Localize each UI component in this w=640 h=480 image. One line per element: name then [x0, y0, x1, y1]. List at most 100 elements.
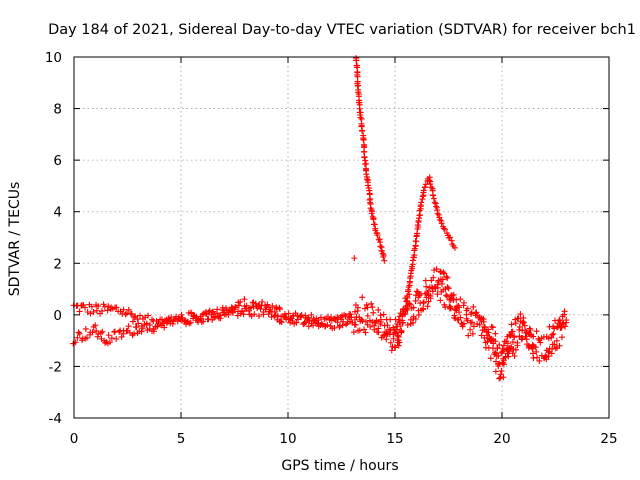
- data-point-lower-trace: [277, 318, 284, 325]
- data-point-upper-trace: [235, 302, 242, 309]
- data-point-lower-trace: [188, 309, 195, 316]
- data-point-lower-trace: [260, 311, 267, 318]
- data-point-upper-trace: [285, 310, 292, 317]
- data-point-upper-trace: [508, 321, 515, 328]
- data-point-rising-branch: [421, 184, 428, 191]
- data-point-upper-trace: [271, 308, 278, 315]
- data-point-upper-trace: [498, 367, 505, 374]
- data-point-lower-trace: [166, 318, 173, 325]
- data-point-lower-trace: [219, 304, 226, 311]
- data-point-lower-trace: [478, 315, 485, 322]
- data-point-falling-branch: [357, 114, 364, 121]
- data-point-upper-trace: [500, 342, 507, 349]
- data-point-lower-trace: [387, 316, 394, 323]
- data-point-lower-trace: [341, 311, 348, 318]
- chart-title: Day 184 of 2021, Sidereal Day-to-day VTE…: [48, 22, 636, 38]
- data-point-rising-branch: [414, 222, 421, 229]
- x-tick-label: 20: [493, 431, 510, 447]
- data-point-lower-trace: [437, 268, 444, 275]
- data-point-rising-branch: [436, 216, 443, 223]
- data-point-lower-trace: [511, 352, 518, 359]
- data-point-lower-trace: [153, 318, 160, 325]
- y-tick-label: 10: [45, 50, 62, 66]
- data-point-lower-trace: [76, 330, 83, 337]
- data-point-lower-trace: [420, 300, 427, 307]
- data-point-lower-trace: [456, 304, 463, 311]
- data-point-lower-trace: [83, 334, 90, 341]
- data-point-lower-trace: [198, 315, 205, 322]
- data-point-falling-branch: [368, 210, 375, 217]
- data-point-lower-trace: [331, 324, 338, 331]
- data-point-lower-trace: [208, 311, 215, 318]
- data-point-rising-branch: [412, 238, 419, 245]
- data-point-upper-trace: [125, 306, 132, 313]
- data-point-lower-trace: [467, 326, 474, 333]
- data-point-upper-trace: [445, 285, 452, 292]
- data-point-upper-trace: [488, 323, 495, 330]
- data-point-lower-trace: [251, 311, 258, 318]
- data-point-falling-branch: [364, 176, 371, 183]
- data-point-upper-trace: [137, 312, 144, 319]
- data-point-lower-trace: [448, 291, 455, 298]
- data-point-lower-trace: [415, 307, 422, 314]
- data-point-upper-trace: [93, 307, 100, 314]
- data-point-lower-trace: [209, 309, 216, 316]
- data-point-rising-branch: [420, 187, 427, 194]
- data-point-lower-trace: [423, 283, 430, 290]
- data-point-lower-trace: [193, 313, 200, 320]
- data-point-lower-trace: [338, 316, 345, 323]
- data-point-upper-trace: [476, 321, 483, 328]
- data-point-lower-trace: [199, 311, 206, 318]
- data-point-lower-trace: [194, 317, 201, 324]
- data-point-lower-trace: [418, 290, 425, 297]
- data-point-lower-trace: [548, 350, 555, 357]
- data-points: [70, 55, 570, 382]
- data-point-lower-trace: [95, 331, 102, 338]
- data-point-lower-trace: [516, 326, 523, 333]
- data-point-upper-trace: [148, 316, 155, 323]
- data-point-upper-trace: [380, 311, 387, 318]
- data-point-upper-trace: [232, 303, 239, 310]
- data-point-rising-branch: [434, 210, 441, 217]
- data-point-lower-trace: [377, 321, 384, 328]
- data-point-lower-trace: [371, 322, 378, 329]
- y-axis-label: SDTVAR / TECUs: [7, 182, 23, 297]
- x-tick-label: 5: [177, 431, 186, 447]
- data-point-lower-trace: [212, 313, 219, 320]
- x-axis-label: GPS time / hours: [281, 458, 398, 474]
- data-point-lower-trace: [454, 316, 461, 323]
- data-point-upper-trace: [392, 344, 399, 351]
- data-point-rising-branch: [446, 234, 453, 241]
- data-point-upper-trace: [358, 316, 365, 323]
- data-point-upper-trace: [548, 334, 555, 341]
- data-point-upper-trace: [460, 320, 467, 327]
- data-point-upper-trace: [492, 330, 499, 337]
- data-point-lower-trace: [414, 289, 421, 296]
- data-point-lower-trace: [375, 329, 382, 336]
- data-point-lower-trace: [512, 346, 519, 353]
- data-point-upper-trace: [509, 339, 516, 346]
- data-point-lower-trace: [390, 335, 397, 342]
- data-point-upper-trace: [249, 299, 256, 306]
- data-point-upper-trace: [444, 293, 451, 300]
- data-point-falling-branch: [370, 216, 377, 223]
- data-point-lower-trace: [444, 274, 451, 281]
- y-tick-label: 2: [53, 256, 62, 272]
- data-point-lower-trace: [108, 335, 115, 342]
- data-point-lower-trace: [561, 308, 568, 315]
- data-point-upper-trace: [98, 308, 105, 315]
- data-point-lower-trace: [298, 314, 305, 321]
- data-point-falling-branch: [360, 136, 367, 143]
- data-point-lower-trace: [380, 332, 387, 339]
- data-point-lower-trace: [438, 288, 445, 295]
- data-point-upper-trace: [469, 330, 476, 337]
- data-point-lower-trace: [324, 321, 331, 328]
- data-point-lower-trace: [545, 353, 552, 360]
- data-point-lower-trace: [116, 328, 123, 335]
- data-point-upper-trace: [237, 298, 244, 305]
- data-point-lower-trace: [395, 333, 402, 340]
- data-point-lower-trace: [154, 323, 161, 330]
- data-point-lower-trace: [497, 371, 504, 378]
- data-point-upper-trace: [437, 297, 444, 304]
- data-point-upper-trace: [558, 334, 565, 341]
